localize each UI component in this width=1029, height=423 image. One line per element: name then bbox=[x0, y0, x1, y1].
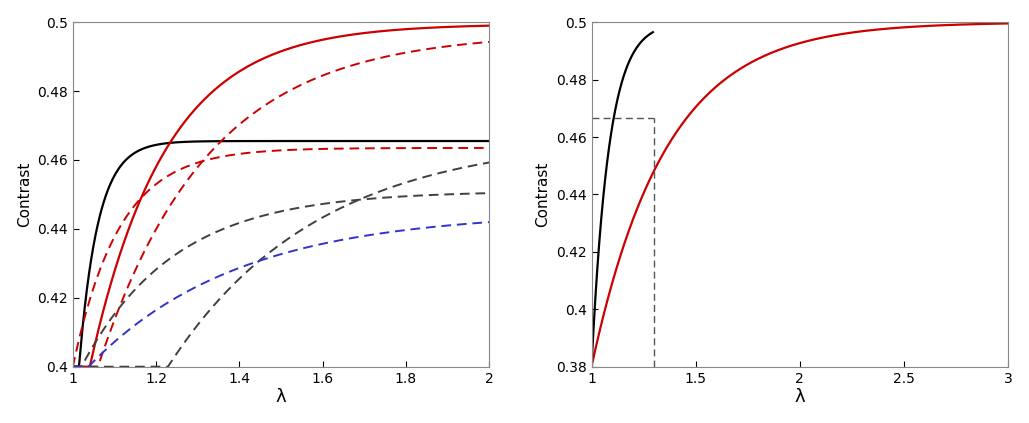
X-axis label: λ: λ bbox=[276, 388, 286, 407]
Y-axis label: Contrast: Contrast bbox=[16, 162, 32, 227]
Y-axis label: Contrast: Contrast bbox=[535, 162, 551, 227]
X-axis label: λ: λ bbox=[794, 388, 805, 407]
